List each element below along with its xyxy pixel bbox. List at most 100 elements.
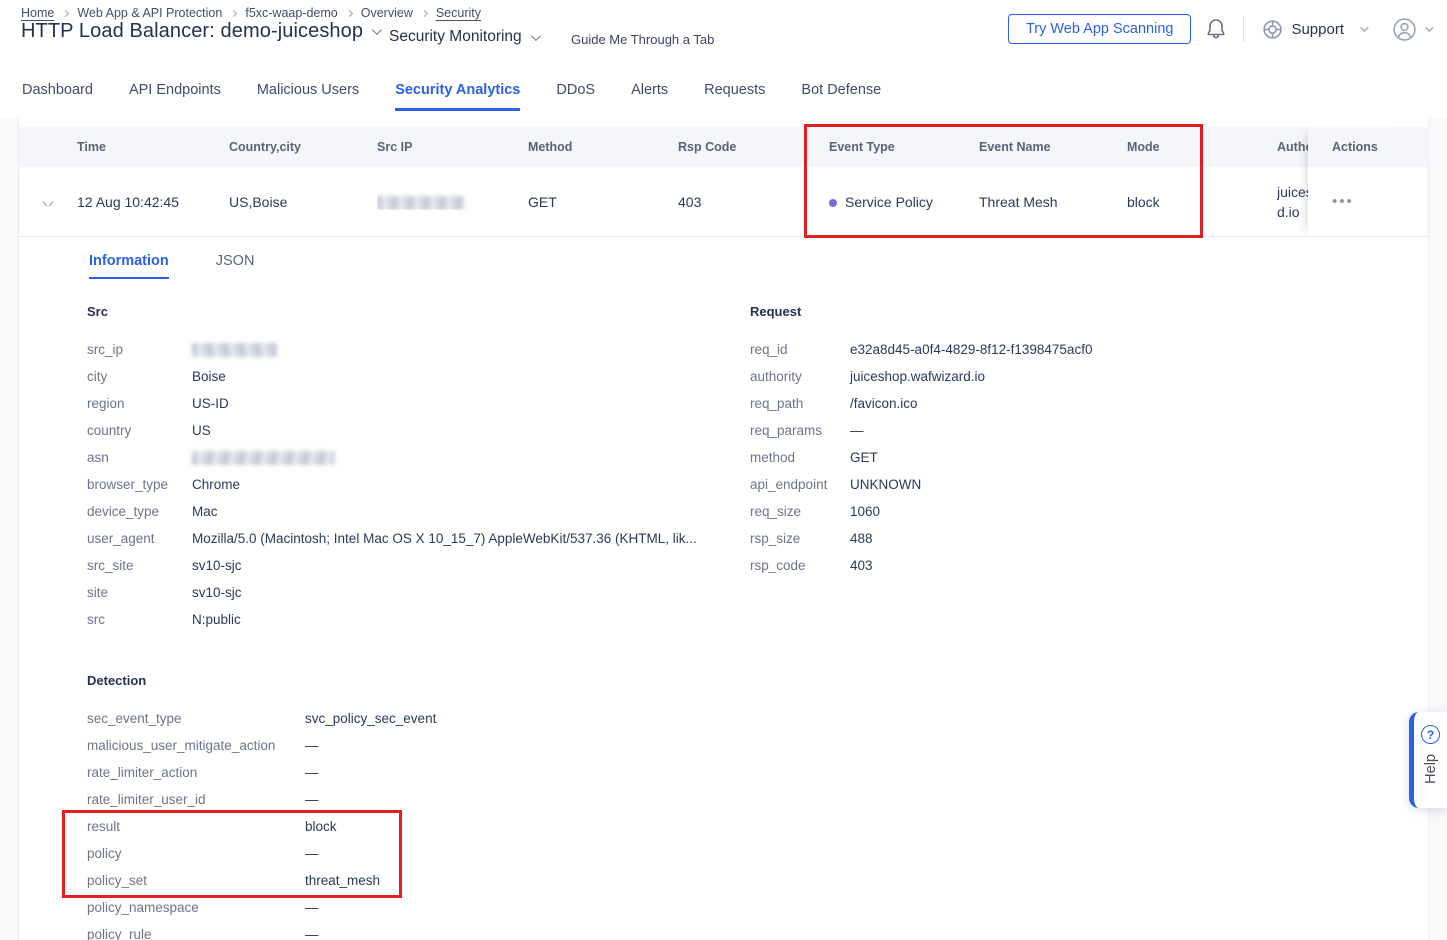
top-right-toolbar: Try Web App Scanning Support <box>1007 12 1434 46</box>
field-row: rate_limiter_user_id — <box>87 792 319 807</box>
breadcrumb-home[interactable]: Home <box>21 6 55 20</box>
view-selector[interactable]: Security Monitoring <box>389 28 541 46</box>
cell-country-city: US,Boise <box>229 193 288 210</box>
chevron-down-icon <box>530 30 541 41</box>
breadcrumb-overview[interactable]: Overview <box>360 6 413 20</box>
request-fields: req_id e32a8d45-a0f4-4829-8f12-f1398475ac… <box>750 336 1092 579</box>
help-button[interactable]: ? Help <box>1409 712 1447 808</box>
avatar-icon <box>1393 17 1416 41</box>
guide-me-link[interactable]: Guide Me Through a Tab <box>571 32 715 47</box>
field-row: result block <box>87 819 337 834</box>
breadcrumb-namespace[interactable]: f5xc-waap-demo <box>245 6 338 20</box>
tab-bot-defense[interactable]: Bot Defense <box>801 82 882 98</box>
cell-rsp-code: 403 <box>678 193 702 210</box>
left-gutter <box>0 118 19 940</box>
tab-api-endpoints[interactable]: API Endpoints <box>128 82 221 98</box>
event-detail-panel: Information JSON Src src_ip city Boise re… <box>19 237 1428 940</box>
tab-alerts[interactable]: Alerts <box>631 82 669 98</box>
col-src-ip[interactable]: Src IP <box>377 140 413 154</box>
divider <box>1243 16 1245 42</box>
breadcrumb-waap[interactable]: Web App & API Protection <box>77 6 223 20</box>
right-gutter <box>1428 118 1447 940</box>
page-title: HTTP Load Balancer: demo-juiceshop <box>21 19 364 42</box>
field-row: policy_set threat_mesh <box>87 873 381 888</box>
tab-json[interactable]: JSON <box>215 253 255 269</box>
account-menu[interactable] <box>1392 17 1434 42</box>
col-event-name[interactable]: Event Name <box>979 140 1051 154</box>
field-row: malicious_user_mitigate_action — <box>87 738 319 753</box>
breadcrumb-security[interactable]: Security <box>435 6 481 20</box>
field-row: authority juiceshop.wafwizard.io <box>750 369 986 384</box>
col-actions: Actions <box>1308 127 1409 167</box>
tab-malicious-users[interactable]: Malicious Users <box>256 82 360 98</box>
field-row: device_type Mac <box>87 504 218 519</box>
table-row[interactable]: 12 Aug 10:42:45 US,Boise GET 403 Service… <box>19 167 1428 237</box>
field-row: rsp_code 403 <box>750 558 873 573</box>
cell-mode: block <box>1127 193 1160 210</box>
section-title-src: Src <box>87 304 108 319</box>
col-rsp-code[interactable]: Rsp Code <box>678 140 737 154</box>
detail-tab-bar: Information JSON <box>89 253 254 279</box>
col-method[interactable]: Method <box>528 140 573 154</box>
field-row: req_id e32a8d45-a0f4-4829-8f12-f1398475ac… <box>750 342 1093 357</box>
title-row: HTTP Load Balancer: demo-juiceshop <box>21 16 382 46</box>
field-row: req_params — <box>750 423 864 438</box>
section-title-detection: Detection <box>87 673 147 688</box>
field-row: rsp_size 488 <box>750 531 873 546</box>
col-event-type[interactable]: Event Type <box>829 140 895 154</box>
col-country-city[interactable]: Country,city <box>229 140 301 154</box>
tab-security-analytics[interactable]: Security Analytics <box>395 82 521 111</box>
support-menu[interactable]: Support <box>1262 19 1369 40</box>
security-events-table: Time Country,city Src IP Method Rsp Code… <box>19 127 1428 237</box>
chevron-right-icon <box>420 9 428 18</box>
field-row: req_path/favicon.ico <box>750 396 918 411</box>
field-row: user_agent Mozilla/5.0 (Macintosh; Intel … <box>87 531 697 546</box>
row-actions-menu-icon[interactable]: ••• <box>1332 193 1354 210</box>
support-label: Support <box>1291 20 1344 38</box>
cell-event-type: Service Policy <box>829 194 979 210</box>
redacted-value <box>192 451 335 466</box>
event-type-dot-icon <box>829 198 837 207</box>
tab-dashboard[interactable]: Dashboard <box>22 82 93 98</box>
lifebuoy-icon <box>1263 19 1283 39</box>
cell-time: 12 Aug 10:42:45 <box>77 193 179 210</box>
section-title-request: Request <box>750 304 802 319</box>
row-expander-chevron-icon[interactable] <box>42 197 54 206</box>
field-row: src N:public <box>87 612 241 627</box>
field-row: policy_namespace — <box>87 900 319 915</box>
field-row: browser_type Chrome <box>87 477 241 492</box>
tab-ddos[interactable]: DDoS <box>556 82 596 98</box>
notifications-bell-icon[interactable] <box>1205 17 1227 41</box>
col-time[interactable]: Time <box>77 140 106 154</box>
chevron-down-icon[interactable] <box>372 24 382 35</box>
field-row: req_size 1060 <box>750 504 881 519</box>
field-row: country US <box>87 423 211 438</box>
field-row: method GET <box>750 450 878 465</box>
tab-requests[interactable]: Requests <box>704 82 766 98</box>
cell-method: GET <box>528 193 557 210</box>
field-row: policy — <box>87 846 319 861</box>
field-row: src_site sv10-sjc <box>87 558 242 573</box>
breadcrumb: Home Web App & API Protection f5xc-waap-… <box>21 6 481 20</box>
field-row: asn <box>87 444 697 471</box>
try-web-app-scanning-button[interactable]: Try Web App Scanning <box>1007 14 1192 44</box>
field-row: rate_limiter_action — <box>87 765 319 780</box>
chevron-down-icon <box>1425 23 1434 32</box>
redacted-value <box>192 343 277 358</box>
redacted-value <box>377 195 465 210</box>
field-row: src_ip <box>87 336 697 363</box>
col-mode[interactable]: Mode <box>1127 140 1160 154</box>
chevron-down-icon <box>1360 23 1369 32</box>
main-tab-bar: Dashboard API Endpoints Malicious Users … <box>22 82 881 111</box>
view-selector-label: Security Monitoring <box>389 28 522 45</box>
tab-information[interactable]: Information <box>89 253 169 279</box>
field-row: site sv10-sjc <box>87 585 242 600</box>
cell-event-name: Threat Mesh <box>979 193 1058 210</box>
actions-column: Actions ••• <box>1308 127 1409 237</box>
field-row: policy_rule — <box>87 927 319 940</box>
help-label: Help <box>1422 754 1439 784</box>
table-header-row: Time Country,city Src IP Method Rsp Code… <box>19 127 1428 167</box>
cell-src-ip <box>377 193 528 210</box>
detection-fields: sec_event_type svc_policy_sec_event malic… <box>87 705 436 940</box>
